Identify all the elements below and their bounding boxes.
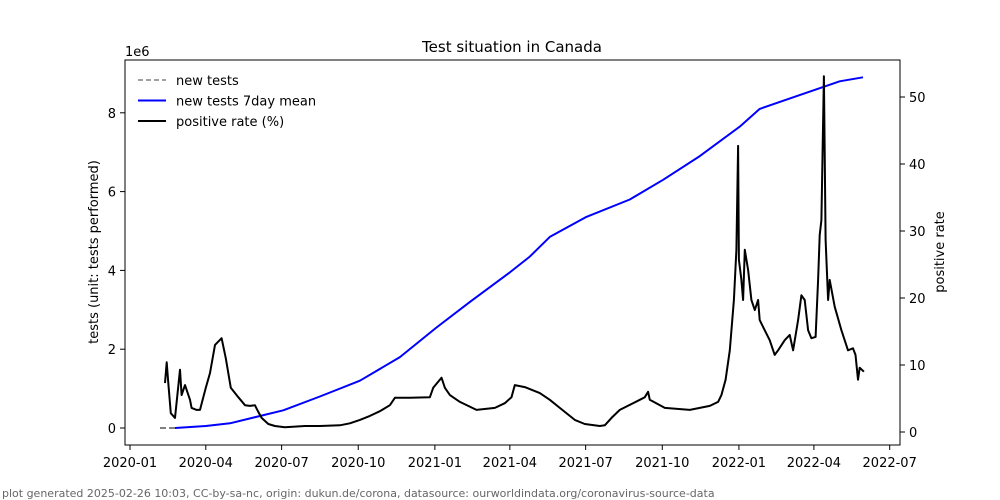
footer-note: plot generated 2025-02-26 10:03, CC-by-s… xyxy=(2,487,715,500)
x-tick-label: 2020-07 xyxy=(254,456,308,471)
y-tick-label: 2 xyxy=(108,343,116,358)
x-tick-label: 2020-01 xyxy=(103,456,157,471)
x-tick-label: 2022-04 xyxy=(787,456,841,471)
y-tick-label: 4 xyxy=(108,264,116,279)
x-tick-label: 2020-04 xyxy=(179,456,233,471)
y-axis-label: tests (unit: tests performed) xyxy=(87,160,102,344)
y2-tick-label: 0 xyxy=(909,426,917,441)
chart-title: Test situation in Canada xyxy=(421,38,602,56)
y2-tick-label: 30 xyxy=(909,225,926,240)
legend: new tests new tests 7day mean positive rat… xyxy=(138,74,316,130)
x-tick-label: 2022-01 xyxy=(712,456,766,471)
y-tick-label: 8 xyxy=(108,107,116,122)
y2-axis-label: positive rate xyxy=(933,211,948,293)
x-tick-label: 2022-07 xyxy=(863,456,917,471)
y2-tick-label: 50 xyxy=(909,91,926,106)
legend-label: new tests 7day mean xyxy=(176,95,316,110)
y2-tick-label: 20 xyxy=(909,292,926,307)
x-tick-label: 2021-01 xyxy=(408,456,462,471)
x-tick-label: 2021-10 xyxy=(635,456,689,471)
legend-label: positive rate (%) xyxy=(176,115,284,130)
y-offset-label: 1e6 xyxy=(125,45,150,60)
y2-tick-label: 40 xyxy=(909,158,926,173)
y-tick-label: 0 xyxy=(108,422,116,437)
legend-label: new tests xyxy=(176,74,239,89)
y-tick-label: 6 xyxy=(108,186,116,201)
plot-frame xyxy=(124,59,901,446)
x-tick-label: 2020-10 xyxy=(331,456,385,471)
y2-tick-label: 10 xyxy=(909,359,926,374)
x-tick-label: 2021-04 xyxy=(483,456,537,471)
x-tick-label: 2021-07 xyxy=(558,456,612,471)
series-line-new-tests-7day-mean xyxy=(174,76,864,429)
series-line-positive-rate- xyxy=(164,75,865,429)
